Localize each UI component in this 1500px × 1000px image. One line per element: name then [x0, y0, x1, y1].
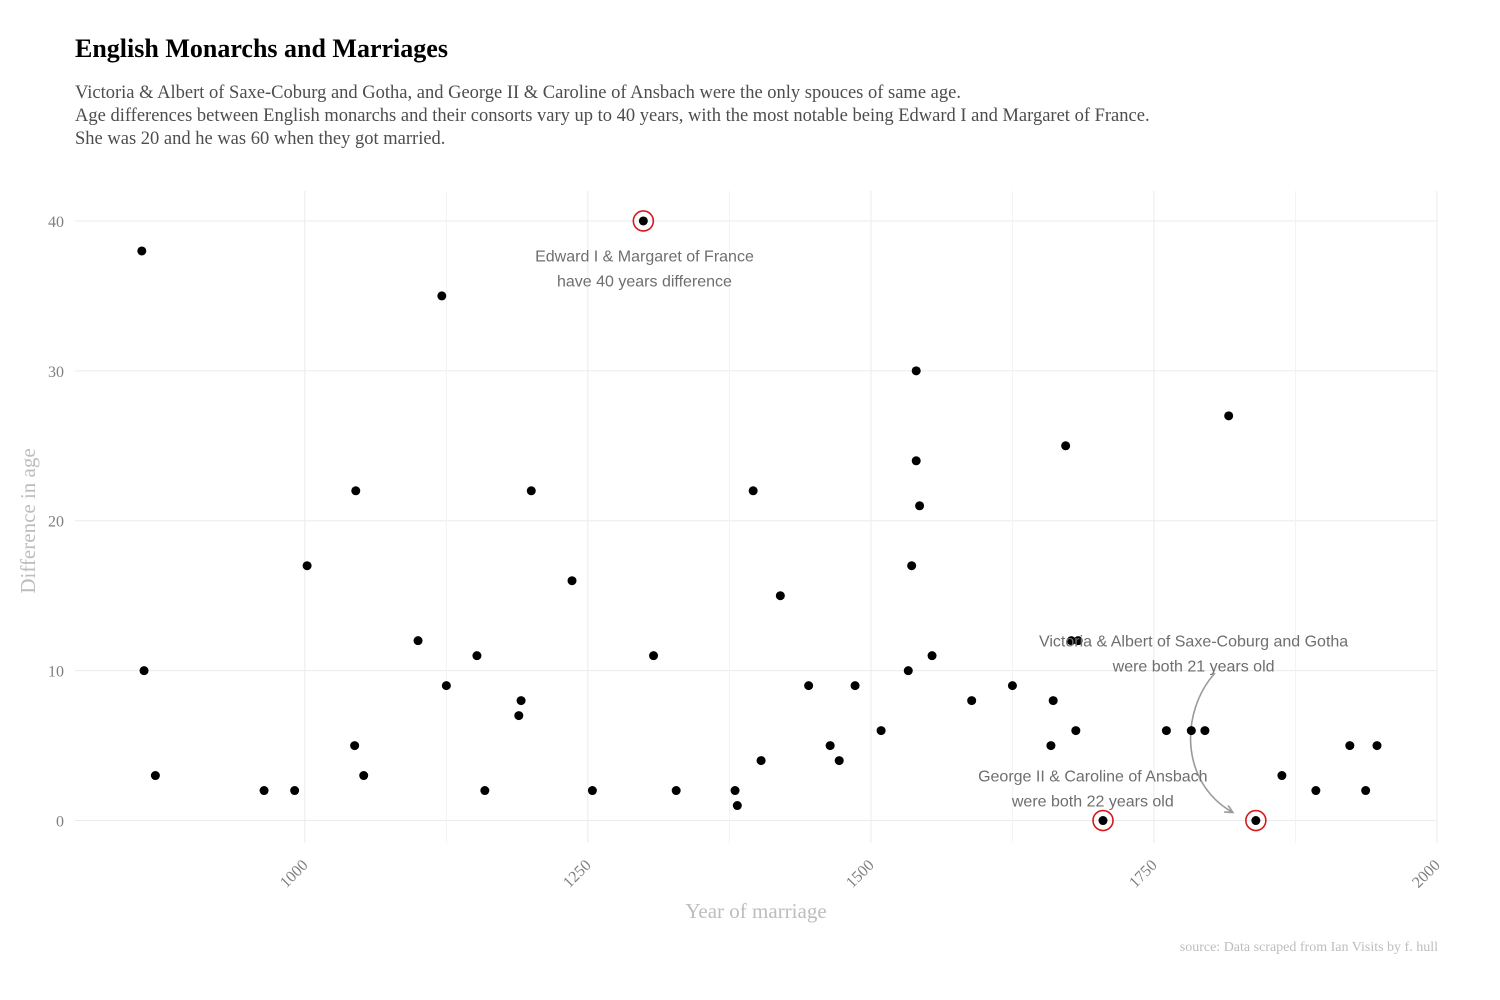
data-point	[927, 651, 937, 661]
data-point	[514, 711, 524, 721]
data-point	[1224, 411, 1234, 421]
data-point	[907, 561, 917, 571]
data-point	[1061, 441, 1071, 451]
data-point	[730, 786, 740, 796]
data-point	[413, 636, 423, 646]
data-point	[302, 561, 312, 571]
subtitle-line-3: She was 20 and he was 60 when they got m…	[75, 129, 446, 149]
data-point	[915, 501, 925, 511]
data-point	[903, 666, 913, 676]
annotation-label: were both 21 years old	[1112, 659, 1275, 676]
y-tick-label: 0	[56, 814, 64, 831]
x-tick-label: 2000	[1409, 857, 1444, 892]
data-point	[911, 366, 921, 376]
grid-lines	[75, 191, 1438, 843]
data-point	[967, 696, 977, 706]
data-point	[516, 696, 526, 706]
annotation-label: Edward I & Margaret of France	[535, 248, 754, 265]
data-points	[137, 210, 1382, 832]
data-point	[1161, 726, 1171, 736]
data-point	[567, 576, 577, 586]
annotation-label: Victoria & Albert of Saxe-Coburg and Got…	[1039, 634, 1348, 651]
data-point	[150, 771, 160, 781]
source-caption: source: Data scraped from Ian Visits by …	[1179, 940, 1438, 955]
x-tick-label: 1750	[1126, 857, 1161, 892]
data-point	[876, 726, 886, 736]
x-tick-label: 1500	[843, 857, 878, 892]
data-point	[1372, 741, 1382, 751]
data-point	[1048, 696, 1058, 706]
data-point	[775, 591, 785, 601]
y-axis-title: Difference in age	[16, 448, 40, 593]
y-tick-label: 20	[48, 514, 64, 531]
data-point	[1007, 681, 1017, 691]
data-point	[1200, 726, 1210, 736]
data-point	[359, 771, 369, 781]
data-point	[137, 246, 147, 256]
data-point	[526, 486, 536, 496]
data-point	[671, 786, 681, 796]
chart-title: English Monarchs and Marriages	[75, 34, 448, 63]
data-point	[1046, 741, 1056, 751]
annotation-label: were both 22 years old	[1011, 794, 1174, 811]
highlight-ring	[1092, 809, 1114, 832]
data-point	[437, 291, 447, 301]
annotation-label: have 40 years difference	[557, 273, 732, 290]
subtitle-line-2: Age differences between English monarchs…	[75, 106, 1150, 126]
data-point	[472, 651, 482, 661]
data-point	[1186, 726, 1196, 736]
data-point	[1345, 741, 1355, 751]
data-point	[850, 681, 860, 691]
data-point	[1066, 636, 1076, 646]
axis-ticks: 0 10 20 30 40 1000 1250 1500 1750 2000	[48, 214, 1444, 891]
data-point	[480, 786, 490, 796]
data-point	[756, 756, 766, 766]
annotations: Edward I & Margaret of France have 40 yea…	[535, 248, 1348, 810]
subtitle-line-1: Victoria & Albert of Saxe-Coburg and Got…	[75, 83, 961, 103]
x-tick-label: 1250	[560, 857, 595, 892]
data-point	[748, 486, 758, 496]
chart-subtitle: Victoria & Albert of Saxe-Coburg and Got…	[75, 82, 1150, 151]
highlight-ring	[632, 210, 655, 232]
x-axis-title: Year of marriage	[685, 899, 826, 923]
data-point	[825, 741, 835, 751]
data-point	[290, 786, 300, 796]
data-point	[1098, 816, 1108, 826]
y-tick-label: 30	[48, 364, 64, 381]
data-point	[1311, 786, 1321, 796]
data-point	[1277, 771, 1287, 781]
data-point	[259, 786, 269, 796]
data-point	[139, 666, 149, 676]
data-point	[1071, 726, 1081, 736]
data-point	[1251, 816, 1261, 826]
data-point	[1361, 786, 1371, 796]
data-point	[804, 681, 814, 691]
data-point	[732, 801, 742, 811]
annotation-label: George II & Caroline of Ansbach	[978, 769, 1207, 786]
annotation-arrow	[1189, 672, 1232, 812]
y-tick-label: 40	[48, 214, 64, 231]
data-point	[649, 651, 659, 661]
highlight-ring	[1245, 809, 1267, 832]
data-point	[441, 681, 451, 691]
data-point	[587, 786, 597, 796]
data-point	[351, 486, 361, 496]
x-tick-label: 1000	[277, 857, 312, 892]
data-point	[638, 216, 648, 226]
data-point	[834, 756, 844, 766]
data-point	[350, 741, 360, 751]
y-tick-label: 10	[48, 664, 64, 681]
data-point	[911, 456, 921, 466]
data-point	[1073, 636, 1083, 646]
